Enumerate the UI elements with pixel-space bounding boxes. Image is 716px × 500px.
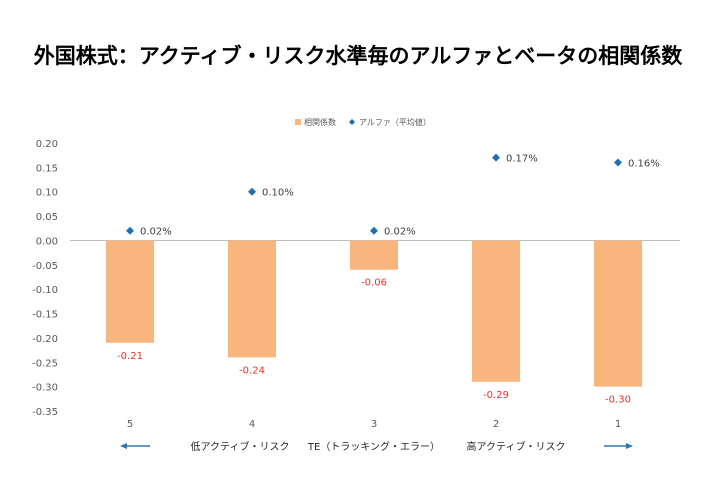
bar-data-label: -0.21 (117, 351, 143, 362)
y-tick-label: 0.05 (36, 212, 58, 223)
legend-bar-label: 相関係数 (304, 117, 336, 127)
alpha-data-label: 0.02% (384, 227, 416, 238)
right-arrowhead-icon (626, 443, 633, 449)
alpha-point (126, 226, 134, 235)
y-tick-label: 0.00 (36, 236, 58, 247)
bar-data-label: -0.30 (605, 395, 631, 406)
bar (594, 240, 642, 387)
alpha-data-label: 0.16% (628, 158, 660, 169)
y-tick-label: -0.15 (32, 310, 58, 321)
y-tick-label: 0.10 (36, 188, 58, 199)
alpha-data-label: 0.10% (262, 188, 294, 199)
low-risk-label: 低アクティブ・リスク (191, 440, 290, 453)
y-tick-label: 0.20 (36, 139, 58, 150)
alpha-point (248, 187, 256, 196)
legend-alpha-swatch (349, 119, 355, 125)
alpha-data-label: 0.02% (140, 227, 172, 238)
y-tick-label: -0.05 (32, 261, 58, 272)
y-tick-label: -0.30 (32, 383, 58, 394)
x-tick-label: 2 (493, 419, 499, 430)
bar (106, 240, 154, 343)
alpha-point (614, 158, 622, 167)
bar-data-label: -0.24 (239, 365, 265, 376)
x-tick-label: 1 (615, 419, 621, 430)
bar (350, 240, 398, 270)
high-risk-label: 高アクティブ・リスク (467, 440, 566, 453)
alpha-point (492, 153, 500, 162)
y-tick-label: -0.25 (32, 358, 58, 369)
te-label: TE（トラッキング・エラー） (307, 440, 440, 453)
left-arrowhead-icon (120, 443, 127, 449)
bar-data-label: -0.29 (483, 390, 509, 401)
bar (228, 240, 276, 358)
y-tick-label: -0.10 (32, 285, 58, 296)
y-tick-label: 0.15 (36, 163, 58, 174)
alpha-data-label: 0.17% (506, 154, 538, 165)
y-tick-label: -0.35 (32, 407, 58, 418)
legend-alpha-label: アルファ（平均値） (359, 117, 431, 127)
bar (472, 240, 520, 382)
alpha-point (370, 226, 378, 235)
x-tick-label: 3 (371, 419, 377, 430)
y-tick-label: -0.20 (32, 334, 58, 345)
x-tick-label: 5 (127, 419, 133, 430)
chart-title: 外国株式：アクティブ・リスク水準毎のアルファとベータの相関係数 (33, 44, 683, 68)
x-tick-label: 4 (249, 419, 255, 430)
bar-data-label: -0.06 (361, 278, 387, 289)
legend-bar-swatch (295, 119, 301, 125)
